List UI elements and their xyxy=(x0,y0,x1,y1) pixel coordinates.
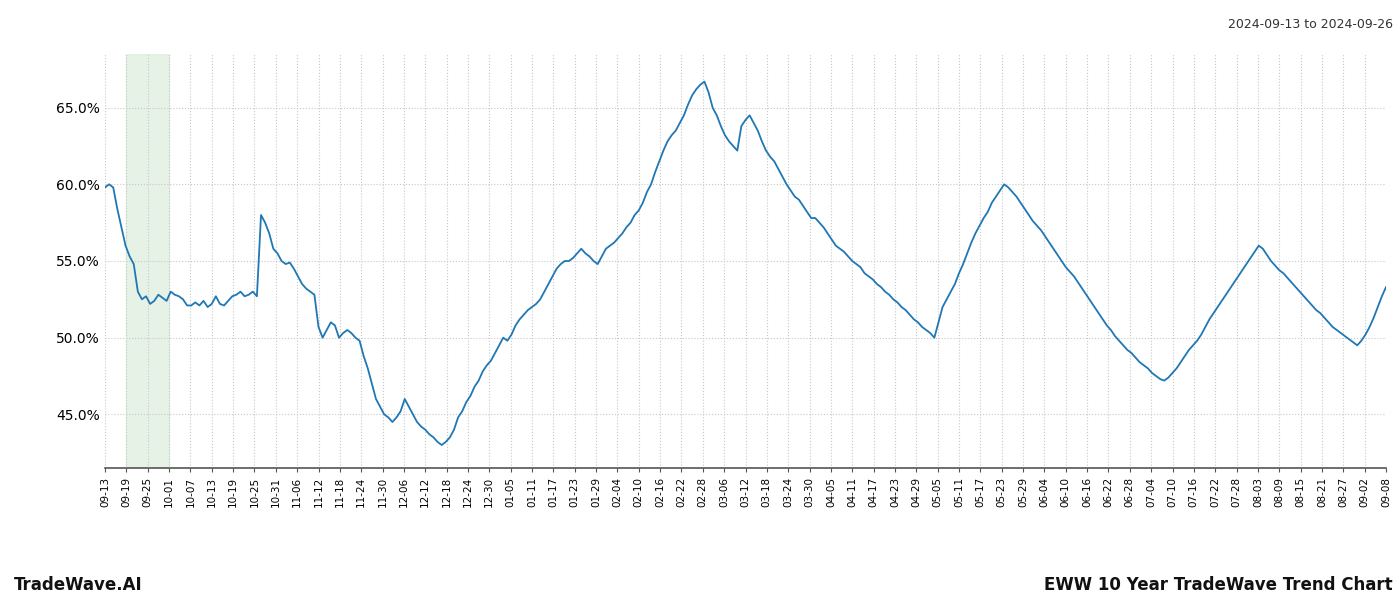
Text: TradeWave.AI: TradeWave.AI xyxy=(14,576,143,594)
Text: 2024-09-13 to 2024-09-26: 2024-09-13 to 2024-09-26 xyxy=(1228,18,1393,31)
Text: EWW 10 Year TradeWave Trend Chart: EWW 10 Year TradeWave Trend Chart xyxy=(1044,576,1393,594)
Bar xyxy=(126,54,169,468)
